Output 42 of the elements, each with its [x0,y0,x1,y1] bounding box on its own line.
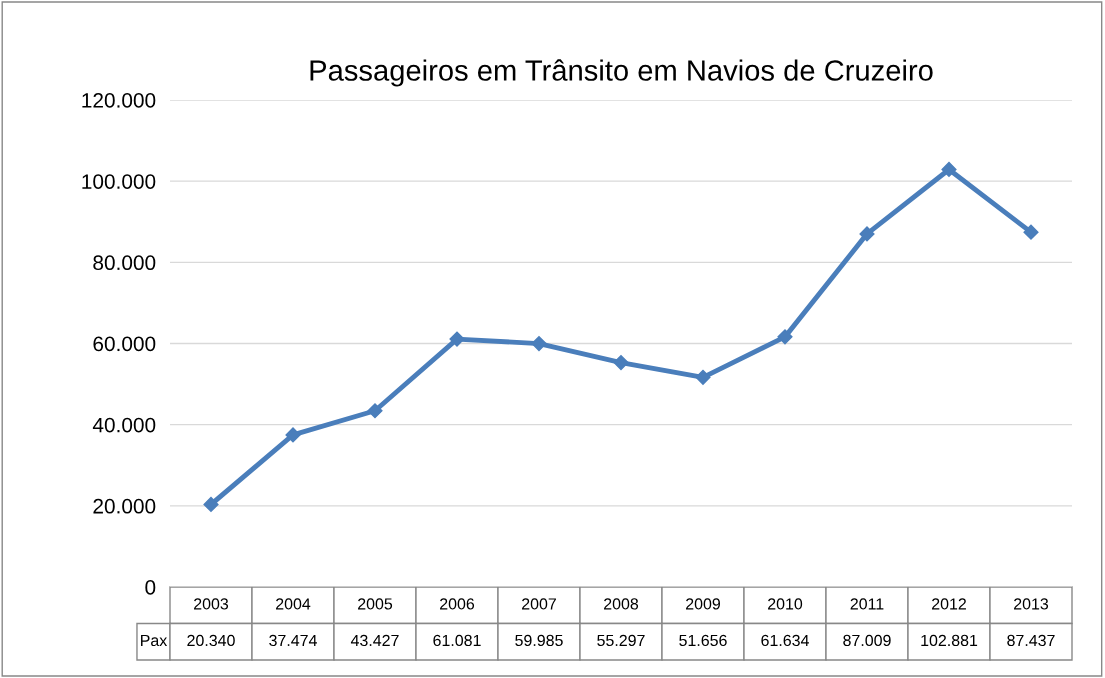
point [613,355,629,371]
point [449,331,465,347]
x-tick-label: 2006 [440,598,475,610]
data-label: 102.881 [921,634,978,647]
x-tick-label: 2010 [768,598,803,610]
x-tick-label: 2007 [522,598,556,610]
x-tick-label: 2005 [358,598,393,610]
x-tick-label: 2012 [932,598,966,610]
data-label: 61.081 [433,634,481,647]
point [859,226,875,242]
y-tick-label: 80.000 [93,255,156,271]
x-tick-label: 2008 [604,598,639,610]
x-tick-label: 2013 [1014,598,1049,610]
data-label: 87.437 [1007,634,1055,647]
y-tick-label: 100.000 [82,174,156,189]
x-tick-label: 2004 [276,598,311,610]
y-tick-label: 120.000 [82,93,156,108]
point [941,161,957,178]
point [777,329,793,345]
data-label: 20.340 [187,634,235,647]
data-label: 61.634 [761,634,809,647]
point [367,403,383,419]
point [1023,224,1039,240]
y-tick-label: 40.000 [92,417,156,433]
x-tick-label: 2011 [850,598,884,610]
point [285,427,301,443]
data-label: 55.297 [597,634,645,647]
chart-title: Passageiros em Trânsito em Navios de Cruzeiro [310,59,933,87]
data-label: 43.427 [350,634,399,647]
y-tick-label: 20.000 [93,498,156,514]
y-tick-label: 60.000 [93,336,156,352]
data-label: 87.009 [843,634,891,647]
x-tick-label: 2009 [686,598,721,610]
x-tick-label: 2003 [194,598,229,610]
point [203,496,219,513]
data-label: 37.474 [269,634,317,647]
text: Pax [141,634,168,647]
data-label: 51.656 [679,634,727,647]
y-tick-label: 0 [145,580,156,595]
point [531,335,547,352]
point [695,369,711,385]
data-label: 59.985 [515,634,563,647]
